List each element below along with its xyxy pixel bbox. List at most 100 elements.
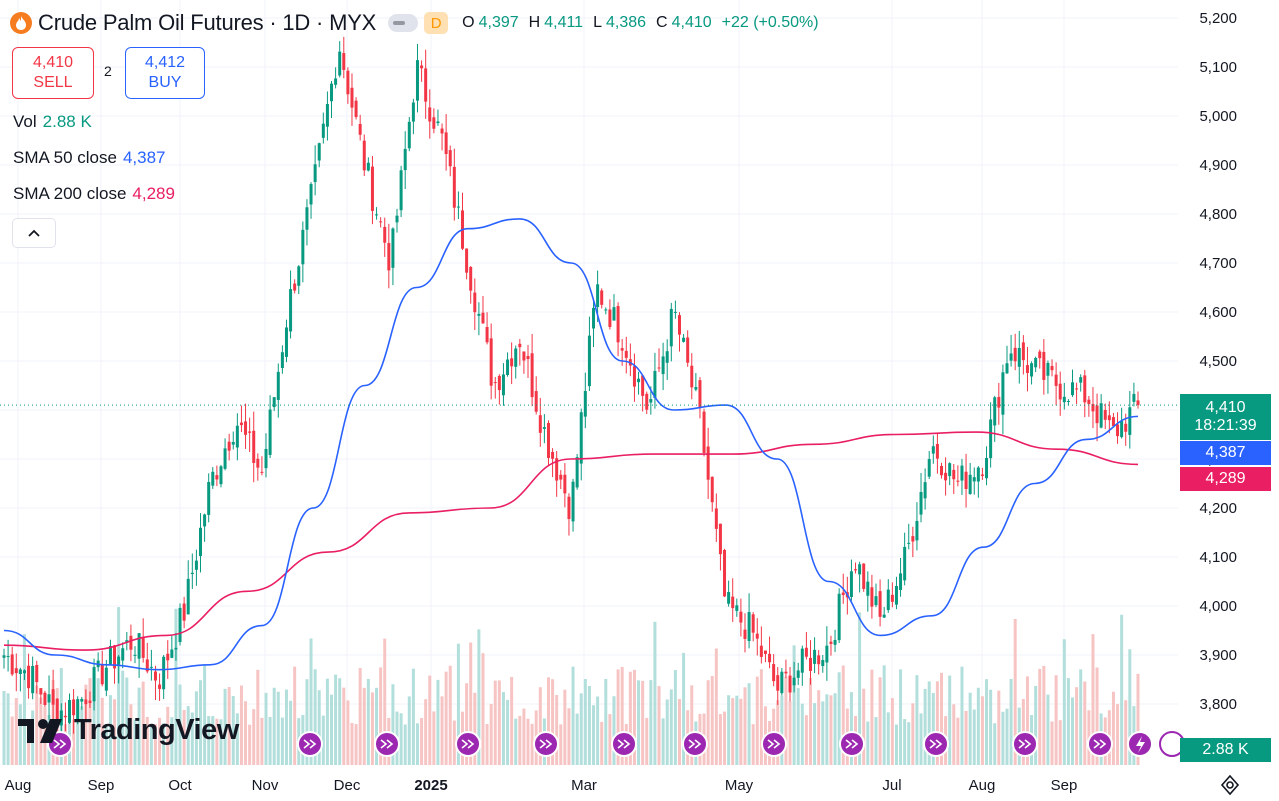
time-tick-label: Aug <box>5 777 32 794</box>
last-price-tag: 4,410 18:21:39 <box>1180 394 1271 440</box>
candle-body <box>800 648 804 673</box>
candle-body <box>235 425 239 448</box>
candle-body <box>497 375 501 391</box>
event-arrow-glyph <box>688 739 702 749</box>
candle-body <box>698 380 702 408</box>
volume-bar <box>100 697 104 765</box>
spread-value: 2 <box>104 63 112 79</box>
sma200-label: SMA 200 close <box>13 184 127 203</box>
event-arrow-glyph <box>303 739 317 749</box>
candle-body <box>452 166 456 208</box>
candle-body <box>186 578 190 615</box>
candle-body <box>149 666 153 668</box>
sell-button[interactable]: 4,410 SELL <box>12 47 94 99</box>
candle-body <box>841 592 845 596</box>
price-axis[interactable]: 5,200 5,100 5,000 4,900 4,800 4,700 4,600 4,500… <box>1199 10 1237 713</box>
volume-bar <box>559 724 563 765</box>
volume-bar <box>1095 667 1099 765</box>
candle-body <box>407 121 411 149</box>
volume-bar <box>604 678 608 765</box>
volume-bar <box>477 629 481 765</box>
volume-bar <box>1050 721 1054 765</box>
candle-body <box>878 591 882 617</box>
candle-body <box>239 422 243 426</box>
candle-body <box>649 399 653 403</box>
candle-body <box>804 647 808 657</box>
candle-body <box>1030 363 1034 377</box>
visibility-toggle[interactable] <box>388 14 419 32</box>
volume-bar <box>358 667 362 765</box>
candle-body <box>27 665 31 689</box>
candle-body <box>145 659 149 672</box>
candle-body <box>1046 362 1050 376</box>
sma200-line <box>3 431 1139 651</box>
volume-bar <box>456 643 460 765</box>
candle-body <box>84 699 88 705</box>
candle-body <box>882 614 886 618</box>
candle-body <box>731 596 735 609</box>
volume-bar <box>84 684 88 765</box>
volume-bar <box>628 671 632 765</box>
candle-body <box>694 387 698 390</box>
volume-bar <box>497 680 501 765</box>
volume-bar <box>22 634 26 765</box>
candle-body <box>370 166 374 211</box>
candle-body <box>436 121 440 124</box>
tradingview-logo[interactable]: TradingView <box>18 714 239 747</box>
volume-bar <box>858 612 862 765</box>
time-axis[interactable]: Aug Sep Oct Nov Dec 2025 Mar May Jul Aug Sep <box>5 777 1078 794</box>
candle-body <box>723 550 727 597</box>
volume-legend[interactable]: Vol 2.88 K <box>13 112 92 132</box>
candle-body <box>182 603 186 621</box>
settings-icon[interactable] <box>1219 774 1241 796</box>
candle-body <box>481 312 485 324</box>
candle-body <box>985 457 989 479</box>
candle-body <box>637 378 641 383</box>
candle-body <box>583 390 587 417</box>
candle-body <box>735 605 739 611</box>
candle-body <box>682 337 686 342</box>
candle-body <box>350 87 354 108</box>
candle-body <box>616 306 620 343</box>
volume-bar <box>162 723 166 765</box>
candle-body <box>489 338 493 386</box>
interval-badge[interactable]: D <box>424 12 449 34</box>
volume-bar <box>211 716 215 765</box>
volume-bar <box>313 669 317 765</box>
fire-icon <box>10 12 32 34</box>
candle-body <box>788 675 792 693</box>
volume-bar <box>915 675 919 765</box>
buy-button[interactable]: 4,412 BUY <box>125 47 205 99</box>
candle-body <box>313 164 317 183</box>
candle-body <box>1025 365 1029 373</box>
candle-body <box>645 393 649 410</box>
sma50-legend[interactable]: SMA 50 close 4,387 <box>13 148 166 168</box>
candle-body <box>207 481 211 515</box>
price-tick-label: 4,600 <box>1199 304 1237 321</box>
candle-body <box>542 427 546 429</box>
vol-label: Vol <box>13 112 37 131</box>
candle-body <box>215 475 219 480</box>
event-arrow-glyph <box>617 739 631 749</box>
symbol-title[interactable]: Crude Palm Oil Futures · 1D · MYX <box>38 10 377 35</box>
volume-bar <box>673 670 677 765</box>
candle-body <box>653 370 657 399</box>
volume-bar <box>325 678 329 765</box>
candle-body <box>919 492 923 515</box>
volume-bar <box>1136 673 1140 765</box>
volume-bar <box>706 680 710 765</box>
candle-body <box>1070 382 1074 396</box>
volume-bar <box>18 704 22 765</box>
volume-bar <box>452 720 456 765</box>
candle-body <box>174 647 178 650</box>
candle-body <box>293 283 297 291</box>
candle-body <box>808 657 812 671</box>
sma200-legend[interactable]: SMA 200 close 4,289 <box>13 184 175 204</box>
candle-body <box>166 653 170 661</box>
volume-bar <box>522 708 526 765</box>
collapse-legend-button[interactable] <box>12 218 56 248</box>
candle-body <box>1136 400 1140 406</box>
candle-body <box>1005 363 1009 374</box>
candle-body <box>391 228 395 268</box>
